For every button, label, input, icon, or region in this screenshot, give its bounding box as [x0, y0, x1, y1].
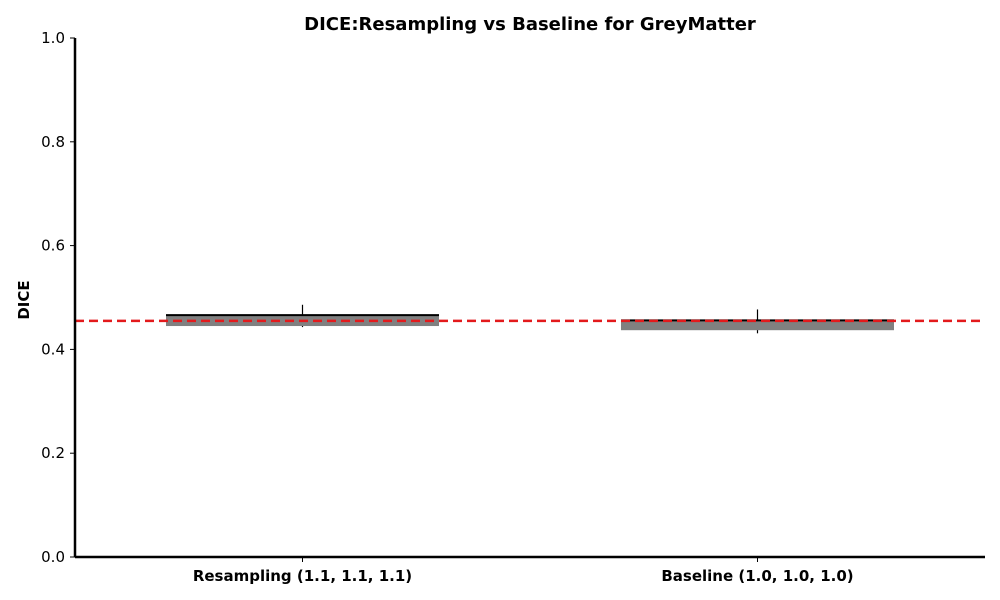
x-tick-label: Baseline (1.0, 1.0, 1.0): [661, 567, 853, 585]
y-tick-label: 0.2: [41, 444, 65, 462]
y-axis-label: DICE: [15, 280, 33, 319]
y-tick-label: 0.6: [41, 237, 65, 255]
y-tick-label: 0.8: [41, 133, 65, 151]
chart-title: DICE:Resampling vs Baseline for GreyMatt…: [304, 14, 756, 35]
box-body: [621, 319, 894, 331]
y-tick-label: 1.0: [41, 29, 65, 47]
y-tick-label: 0.4: [41, 340, 65, 358]
y-tick-label: 0.0: [41, 548, 65, 566]
plot-area: 0.0 0.2 0.4 0.6 0.8 1.0 Resampling (1.1, 1.1, …: [41, 29, 985, 585]
x-tick-label: Resampling (1.1, 1.1, 1.1): [193, 567, 412, 585]
